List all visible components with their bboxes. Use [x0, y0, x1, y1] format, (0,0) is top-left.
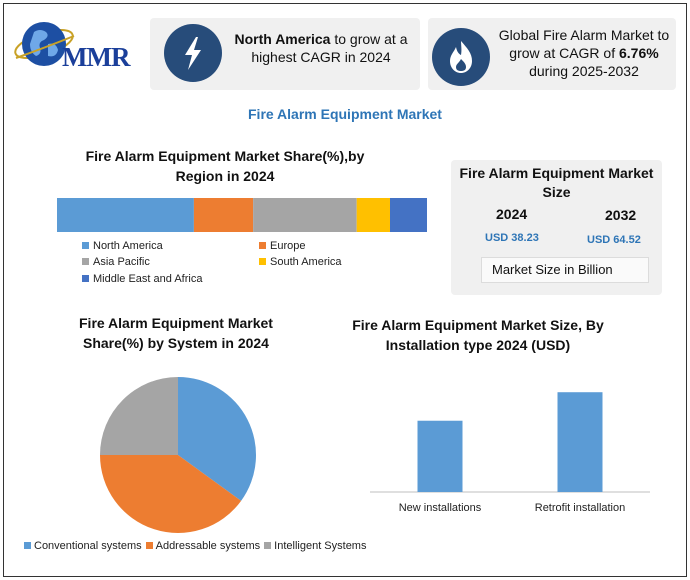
region-bar-segment-north-america: [57, 198, 194, 232]
legend-label: Middle East and Africa: [93, 273, 203, 285]
main-title: Fire Alarm Equipment Market: [248, 106, 442, 122]
legend-label: Europe: [270, 240, 306, 252]
installation-bar-retrofit-installation: [557, 392, 603, 492]
highlight-text-cagr: Global Fire Alarm Market to grow at CAGR…: [492, 26, 676, 80]
x-tick-label: Retrofit installation: [535, 502, 626, 514]
legend-swatch: [264, 542, 272, 549]
region-bar-segment-south-america: [356, 198, 390, 232]
legend-swatch: [145, 542, 153, 549]
system-legend-item: Conventional systems: [24, 540, 142, 552]
region-legend-item: Middle East and Africa: [82, 273, 202, 285]
market-size-unit: Market Size in Billion: [481, 257, 649, 283]
market-size-value-2024: USD 38.23: [485, 232, 539, 244]
region-legend-item: Europe: [259, 240, 305, 252]
region-bar-segment-europe: [193, 198, 254, 232]
market-size-year-2024: 2024: [496, 206, 528, 222]
system-legend: Conventional systems Addressable systems I…: [24, 540, 370, 552]
system-chart-title: Fire Alarm Equipment Market Share(%) by …: [79, 315, 273, 351]
highlight-card-cagr: Global Fire Alarm Market to grow at CAGR…: [428, 18, 676, 90]
region-stacked-bar-chart: [57, 198, 427, 232]
market-size-value-2032: USD 64.52: [587, 234, 641, 246]
region-bar-segment-middle-east-and-africa: [390, 198, 427, 232]
market-size-card: Fire Alarm Equipment Market Size 2024 20…: [451, 160, 662, 295]
highlight-text-region: North America to grow at a highest CAGR …: [228, 30, 414, 66]
logo-text: MMR: [62, 42, 130, 72]
pie-slice-addressable-systems: [100, 455, 242, 533]
legend-swatch: [82, 258, 89, 265]
legend-label: Addressable systems: [155, 540, 261, 552]
legend-swatch: [82, 242, 89, 249]
highlight-cagr-post: during 2025-2032: [529, 63, 639, 79]
region-chart-title: Fire Alarm Equipment Market Share(%),by …: [85, 148, 365, 184]
legend-label: Intelligent Systems: [274, 540, 367, 552]
installation-chart-title: Fire Alarm Equipment Market Size, By Ins…: [352, 317, 604, 353]
system-legend-item: Addressable systems: [145, 540, 261, 552]
highlight-region-bold: North America: [234, 31, 331, 47]
system-pie-chart: [100, 377, 256, 533]
x-tick-label: New installations: [399, 502, 482, 514]
installation-bar-new-installations: [417, 420, 463, 492]
legend-swatch: [259, 258, 266, 265]
region-legend-item: North America: [82, 240, 163, 252]
market-size-year-2032: 2032: [605, 207, 637, 223]
legend-label: South America: [270, 256, 342, 268]
legend-swatch: [259, 242, 266, 249]
lightning-bolt-icon: [164, 24, 222, 82]
pie-slice-conventional-systems: [178, 377, 256, 501]
region-bar-segment-asia-pacific: [253, 198, 357, 232]
legend-label: Asia Pacific: [93, 256, 150, 268]
legend-label: Conventional systems: [34, 540, 142, 552]
highlight-cagr-bold: 6.76%: [619, 45, 659, 61]
highlight-card-region: North America to grow at a highest CAGR …: [150, 18, 420, 90]
highlight-region-rest: to grow at a highest CAGR in 2024: [251, 31, 408, 65]
globe-icon: [14, 22, 75, 66]
region-legend-item: Asia Pacific: [82, 256, 150, 268]
legend-swatch: [82, 275, 89, 282]
flame-icon: [432, 28, 490, 86]
market-size-title: Fire Alarm Equipment Market Size: [459, 165, 654, 200]
system-legend-item: Intelligent Systems: [264, 540, 366, 552]
region-legend-item: South America: [259, 256, 342, 268]
legend-label: North America: [93, 240, 163, 252]
mmr-logo: MMR: [14, 14, 130, 76]
legend-swatch: [24, 542, 31, 549]
highlight-cagr-pre: Global Fire Alarm Market to grow at CAGR…: [498, 27, 670, 61]
installation-bar-chart: New installations Retrofit installation: [370, 392, 650, 514]
pie-slice-intelligent-systems: [100, 377, 178, 455]
